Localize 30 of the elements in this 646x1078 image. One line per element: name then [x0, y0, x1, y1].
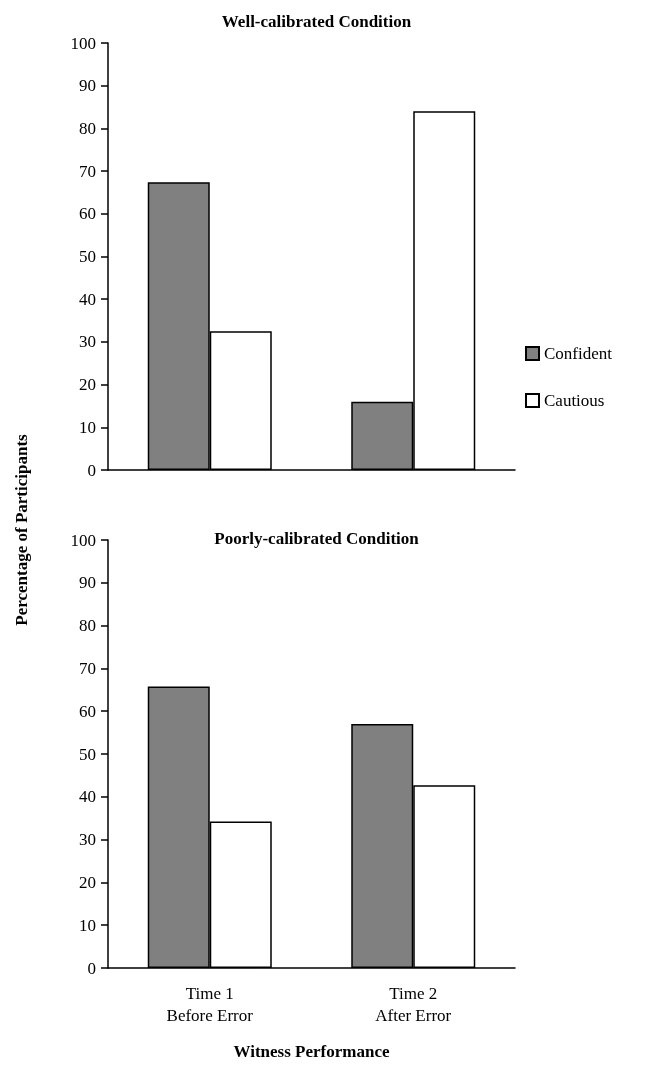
- y-tick-label: 40: [79, 787, 96, 807]
- x-axis-title: Witness Performance: [233, 1042, 390, 1061]
- legend-label: Cautious: [544, 391, 605, 410]
- y-tick-label: 60: [79, 204, 96, 224]
- y-axis-title: Percentage of Participants: [12, 434, 32, 626]
- y-tick-label: 20: [79, 375, 96, 395]
- y-tick-label: 60: [79, 701, 96, 721]
- y-tick-label: 10: [79, 915, 96, 935]
- y-tick-label: 70: [79, 161, 96, 181]
- legend-label: Confident: [544, 344, 613, 363]
- y-tick-label: 90: [79, 573, 96, 593]
- y-tick-label: 70: [79, 658, 96, 678]
- y-tick-label: 50: [79, 247, 96, 266]
- y-tick-label: 40: [79, 289, 96, 309]
- x-tick-label: Time 2 After Error: [375, 983, 452, 1025]
- y-tick-label: 50: [79, 744, 96, 764]
- y-tick-label: 100: [70, 530, 96, 550]
- chart-title: Well-calibrated Condition: [221, 12, 412, 31]
- y-tick-label: 90: [79, 76, 96, 96]
- y-tick-label: 30: [79, 332, 96, 352]
- y-tick-label: 80: [79, 616, 96, 636]
- y-tick-label: 30: [79, 830, 96, 850]
- chart-title: Poorly-calibrated Condition: [214, 529, 420, 548]
- y-tick-label: 10: [79, 417, 96, 437]
- y-tick-label: 80: [79, 118, 96, 138]
- y-tick-label: 0: [87, 958, 96, 978]
- y-tick-label: 100: [70, 33, 96, 53]
- y-tick-label: 20: [79, 872, 96, 892]
- x-tick-label: Time 1 Before Error: [166, 983, 254, 1025]
- y-tick-label: 0: [87, 460, 96, 480]
